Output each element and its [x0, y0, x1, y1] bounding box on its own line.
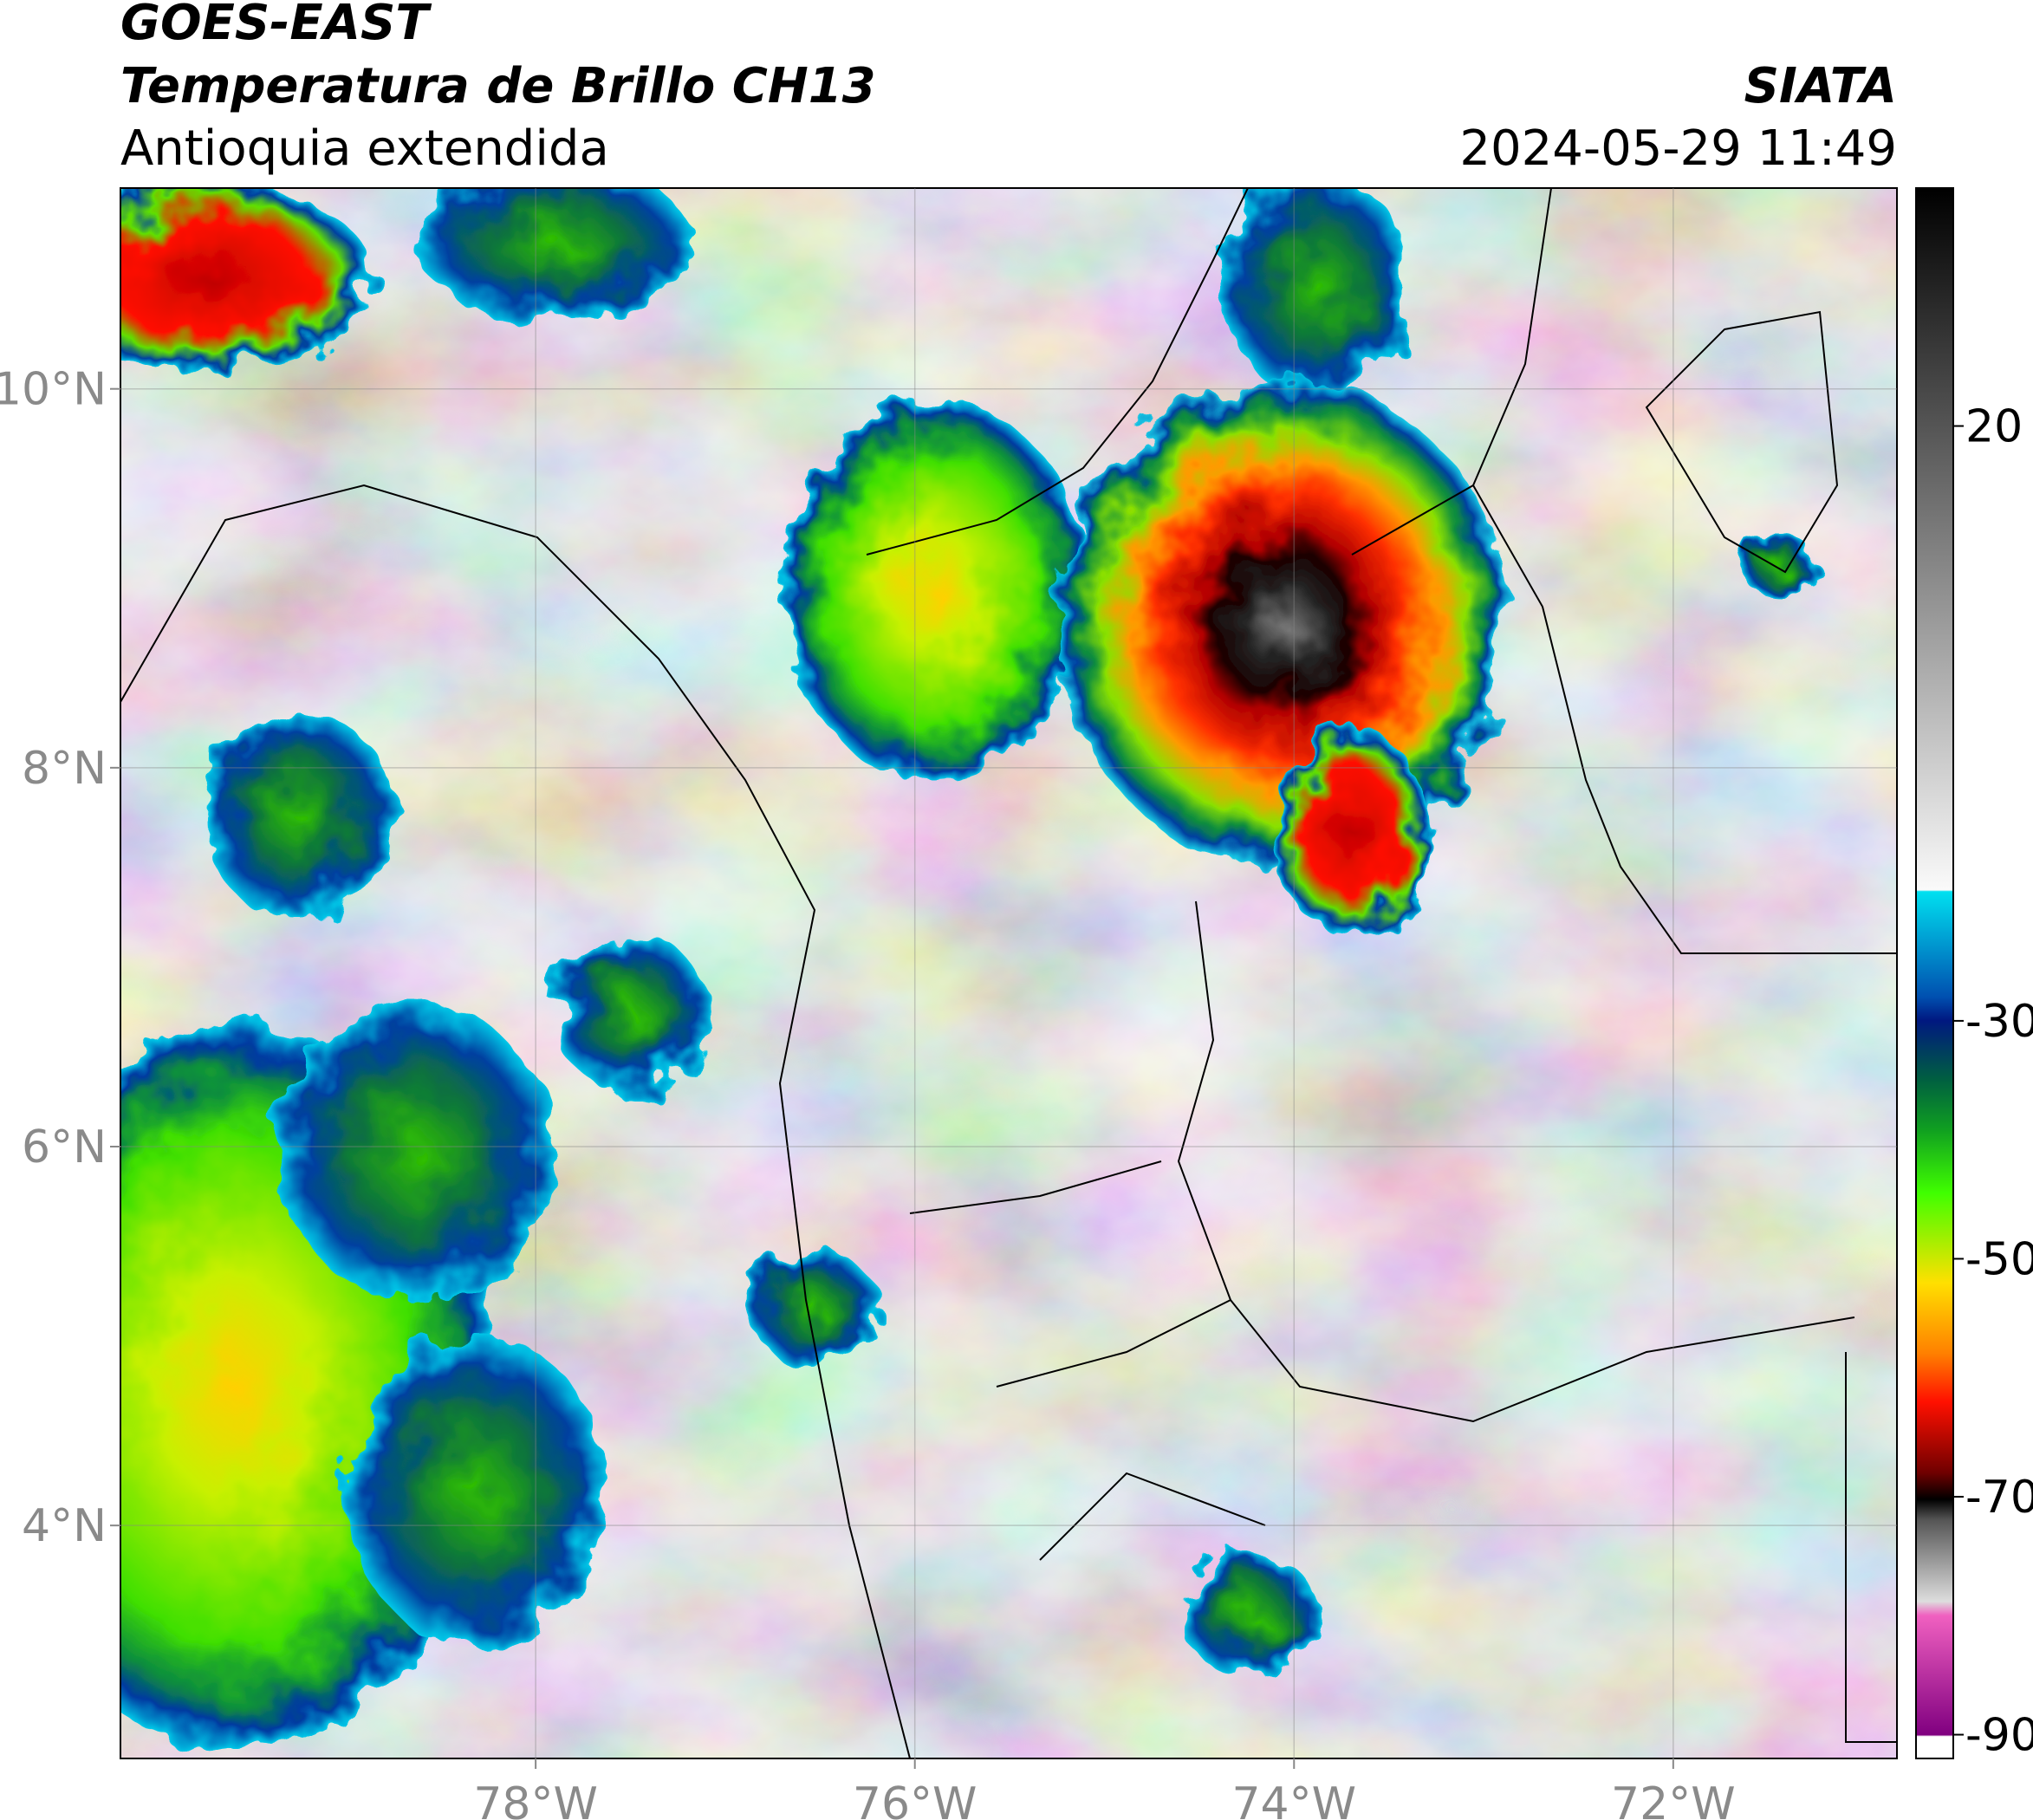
y-tick-label: 4°N	[22, 1500, 107, 1552]
x-tick-label: 78°W	[473, 1778, 598, 1820]
datetime: 2024-05-29 11:49	[1459, 120, 1897, 177]
y-tick-label: 8°N	[22, 743, 107, 795]
colorbar-tick-label: 20	[1965, 401, 2023, 453]
colorbar-tick-label: -30	[1965, 996, 2033, 1048]
subtitle: Temperatura de Brillo CH13	[120, 58, 876, 114]
title: GOES-EAST	[120, 0, 432, 51]
x-tick-label: 76°W	[853, 1778, 978, 1820]
borders	[120, 188, 1897, 1758]
x-tick-label: 74°W	[1231, 1778, 1356, 1820]
colorbar-tick-label: -50	[1965, 1233, 2033, 1285]
map-frame	[120, 187, 1898, 1759]
y-tick-label: 10°N	[0, 364, 107, 416]
region: Antioquia extendida	[120, 120, 609, 177]
y-tick-label: 6°N	[22, 1121, 107, 1173]
colorbar	[1915, 187, 1954, 1759]
source: SIATA	[1744, 58, 1897, 114]
x-tick-label: 72°W	[1611, 1778, 1736, 1820]
colorbar-tick-label: -90	[1965, 1710, 2033, 1762]
colorbar-tick-label: -70	[1965, 1472, 2033, 1524]
satellite-image	[120, 188, 1897, 1758]
